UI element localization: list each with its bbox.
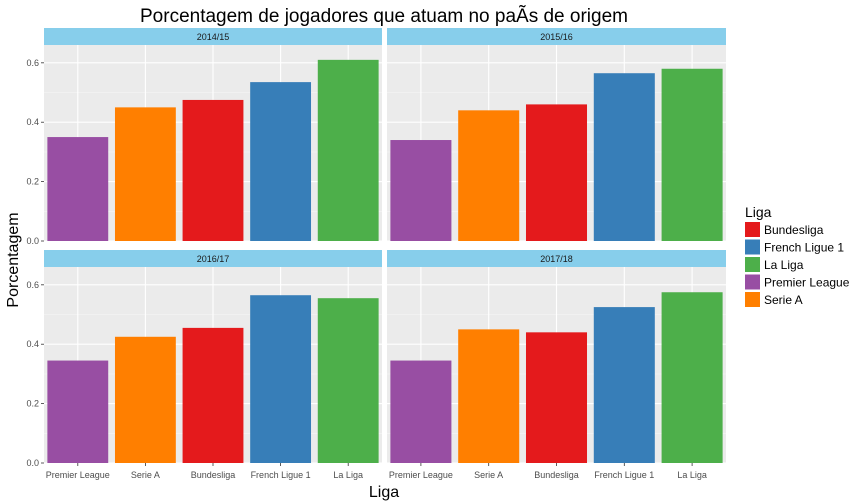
legend-label-serie-a: Serie A [764, 293, 803, 307]
legend-key-french-ligue-1 [745, 239, 760, 255]
y-tick-label: 0.2 [26, 177, 39, 187]
x-tick-label: Premier League [389, 470, 453, 480]
x-tick-label: Bundesliga [191, 470, 236, 480]
bar-serie-a [114, 107, 176, 241]
bar-la-liga [317, 298, 379, 463]
legend-label-premier-league: Premier League [764, 276, 850, 290]
facet-strip-label: 2016/17 [197, 254, 230, 264]
x-tick-label: French Ligue 1 [251, 470, 311, 480]
x-tick-label: La Liga [333, 470, 363, 480]
y-tick-label: 0.4 [26, 339, 39, 349]
facet-strip-label: 2017/18 [540, 254, 573, 264]
y-axis-title: Porcentagem [5, 212, 22, 307]
legend-key-serie-a [745, 292, 760, 307]
bar-premier-league [390, 360, 452, 463]
y-tick-label: 0.6 [26, 58, 39, 68]
bar-serie-a [458, 329, 520, 463]
bar-bundesliga [182, 99, 244, 241]
legend-title: Liga [745, 204, 772, 220]
facet-strip-label: 2015/16 [540, 32, 573, 42]
bar-french-ligue-1 [593, 307, 655, 463]
legend-label-la-liga: La Liga [764, 258, 804, 272]
bar-serie-a [114, 336, 176, 463]
bar-french-ligue-1 [593, 73, 655, 241]
y-tick-label: 0.6 [26, 280, 39, 290]
x-tick-label: French Ligue 1 [594, 470, 654, 480]
x-tick-label: Serie A [131, 470, 160, 480]
bar-french-ligue-1 [250, 82, 312, 241]
bar-bundesliga [525, 332, 588, 463]
bar-premier-league [390, 140, 452, 241]
legend: Liga Bundesliga French Ligue 1 La Liga Prem… [745, 204, 850, 307]
bar-premier-league [47, 137, 109, 241]
facet-strip [387, 28, 726, 45]
bar-bundesliga [182, 327, 244, 463]
y-tick-label: 0.0 [26, 458, 39, 468]
legend-key-bundesliga [745, 222, 760, 237]
y-tick-label: 0.0 [26, 236, 39, 246]
facet-2016-17: 2016/17 0.0 0.2 0.4 0.6 Premier League Serie A… [26, 250, 382, 480]
legend-label-bundesliga: Bundesliga [764, 223, 824, 237]
facet-strip-label: 2014/15 [197, 32, 230, 42]
facet-2014-15: 2014/15 0.0 0.2 0.4 0.6 [26, 28, 382, 246]
x-tick-label: Serie A [474, 470, 503, 480]
facet-strip [387, 250, 726, 267]
bar-french-ligue-1 [250, 295, 312, 463]
bar-la-liga [317, 59, 379, 242]
chart-title: Porcentagem de jogadores que atuam no pa… [140, 5, 628, 27]
facet-panels: 2014/15 0.0 0.2 0.4 0.6 2015/16 2016/17 0.0 0.2 0… [26, 28, 726, 480]
bar-la-liga [661, 292, 723, 463]
facet-strip [44, 28, 382, 45]
x-tick-label: Premier League [46, 470, 110, 480]
x-tick-label: La Liga [677, 470, 707, 480]
y-tick-label: 0.4 [26, 117, 39, 127]
facet-strip [44, 250, 382, 267]
bar-bundesliga [525, 104, 588, 241]
x-tick-label: Bundesliga [534, 470, 579, 480]
bar-premier-league [47, 360, 109, 463]
facet-2015-16: 2015/16 [387, 28, 726, 242]
legend-key-premier-league [745, 274, 760, 290]
x-axis-title: Liga [369, 484, 399, 501]
bar-serie-a [458, 110, 520, 241]
legend-label-french-ligue-1: French Ligue 1 [764, 241, 844, 255]
facet-2017-18: 2017/18 Premier League Serie A Bundesliga Fr… [387, 250, 726, 480]
legend-key-la-liga [745, 257, 760, 272]
y-tick-label: 0.2 [26, 399, 39, 409]
bar-la-liga [661, 68, 723, 242]
